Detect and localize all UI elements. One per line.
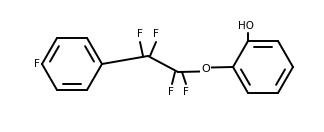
Text: O: O	[201, 65, 210, 74]
Text: F: F	[137, 29, 143, 39]
Text: F: F	[34, 59, 40, 69]
Text: HO: HO	[238, 21, 254, 31]
Text: F: F	[183, 87, 189, 97]
Text: F: F	[168, 87, 174, 97]
Text: F: F	[153, 29, 159, 39]
